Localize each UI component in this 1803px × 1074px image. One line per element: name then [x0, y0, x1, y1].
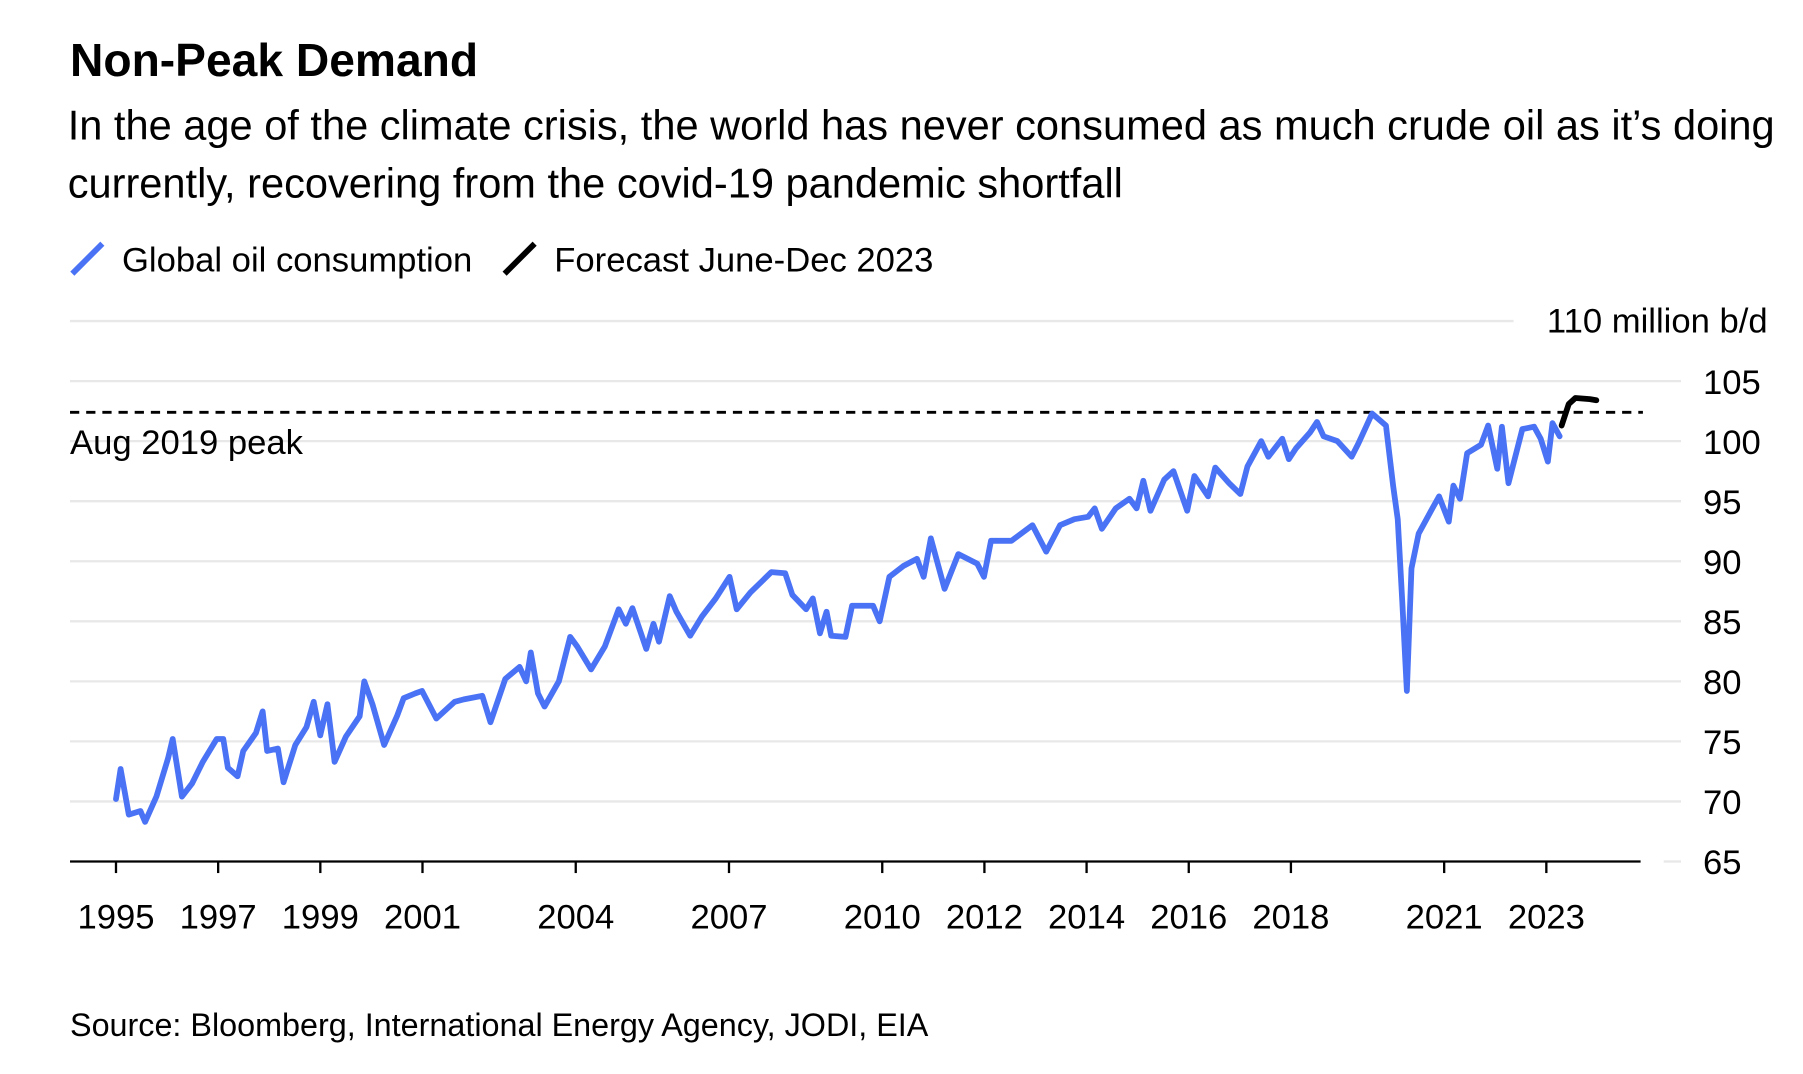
y-tick-label: 85: [1703, 604, 1742, 642]
legend-swatch: [70, 241, 105, 276]
data-line: [113, 410, 1563, 825]
x-tick-label: 2014: [1048, 898, 1125, 936]
x-tick-label: 2023: [1508, 898, 1585, 936]
x-tick-label: 2004: [537, 898, 614, 936]
x-tick-label: 2012: [946, 898, 1023, 936]
x-tick-label: 1999: [282, 898, 359, 936]
y-tick-label: 110 million b/d: [1547, 303, 1768, 341]
x-tick-label: 2010: [844, 898, 921, 936]
legend-swatch: [502, 241, 537, 276]
y-tick-label: 80: [1703, 664, 1742, 702]
x-tick-label: 2021: [1406, 898, 1483, 936]
x-tick-label: 2001: [384, 898, 461, 936]
x-tick-label: 1995: [77, 898, 154, 936]
reference-label: Aug 2019 peak: [70, 424, 304, 462]
data-line: [1558, 395, 1600, 429]
legend-label: Global oil consumption: [122, 241, 472, 279]
y-tick-label: 100: [1703, 424, 1761, 462]
y-tick-label: 105: [1703, 364, 1761, 402]
y-tick-label: 90: [1703, 544, 1742, 582]
y-tick-label: 75: [1703, 724, 1742, 762]
legend-label: Forecast June-Dec 2023: [554, 241, 933, 279]
y-tick-label: 70: [1703, 784, 1742, 822]
x-tick-label: 1997: [180, 898, 257, 936]
x-tick-label: 2018: [1252, 898, 1329, 936]
y-tick-label: 65: [1703, 844, 1742, 882]
chart-subtitle: In the age of the climate crisis, the wo…: [67, 101, 1775, 207]
source-note: Source: Bloomberg, International Energy …: [70, 1007, 929, 1043]
chart-title: Non-Peak Demand: [70, 34, 478, 86]
subtitle-box: In the age of the climate crisis, the wo…: [67, 101, 1775, 207]
x-tick-label: 2016: [1150, 898, 1227, 936]
x-tick-label: 2007: [690, 898, 767, 936]
y-tick-label: 95: [1703, 484, 1742, 522]
